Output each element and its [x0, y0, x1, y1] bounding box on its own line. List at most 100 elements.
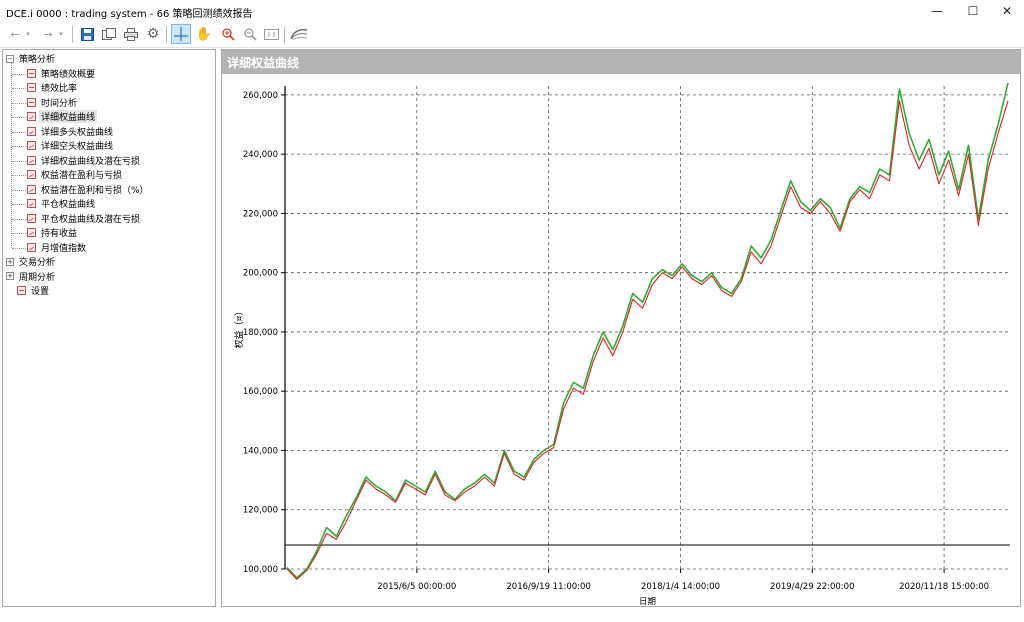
y-tick-label: 240,000 — [243, 150, 278, 160]
tree-item[interactable]: 平仓权益曲线及潜在亏损 — [27, 212, 142, 225]
tree-item[interactable]: 时间分析 — [27, 96, 79, 109]
tree-item[interactable]: 策略绩效概要 — [27, 67, 97, 80]
tree-group-1[interactable]: + 交易分析 — [6, 255, 57, 268]
tree-item[interactable]: 详细多头权益曲线 — [27, 125, 115, 138]
tree-connector — [12, 247, 26, 249]
tree-item-label: 设置 — [31, 287, 50, 297]
x-axis-label: 日期 — [639, 597, 656, 606]
x-tick-label: 2020/11/18 15:00:00 — [899, 582, 989, 592]
chart-page-icon — [27, 126, 36, 136]
tree-item-label: 月增值指数 — [41, 243, 87, 254]
toolbar-separator — [284, 26, 285, 43]
pan-hand-icon[interactable]: ✋ — [195, 26, 213, 42]
tree-connector — [12, 233, 26, 234]
report-page-icon — [27, 97, 36, 107]
fit-icon[interactable] — [261, 24, 281, 44]
window-title: DCE.i 0000 : trading system - 66 策略回测绩效报… — [6, 9, 253, 20]
tree-connector — [12, 117, 26, 118]
y-tick-label: 160,000 — [243, 387, 278, 397]
zoom-out-icon[interactable] — [240, 24, 260, 44]
tree-item-label: 权益潜在盈利与亏损 — [41, 171, 123, 181]
y-tick-label: 260,000 — [243, 91, 278, 101]
print-icon[interactable] — [121, 24, 141, 44]
zoom-in-icon[interactable] — [218, 24, 238, 44]
export-icon[interactable] — [99, 24, 119, 44]
toolbar: ← ▾ → ▾ ⚙ ✋ — [0, 22, 1024, 48]
save-icon[interactable] — [77, 24, 97, 44]
tree-item-label: 平仓权益曲线及潜在亏损 — [41, 214, 141, 225]
dropdown-icon[interactable]: ▾ — [26, 30, 30, 38]
settings-icon[interactable]: ⚙ — [146, 26, 160, 42]
tree-connector — [11, 63, 12, 248]
x-tick-label: 2018/1/4 14:00:00 — [641, 582, 720, 592]
settings-page-icon — [17, 286, 26, 295]
tree-item[interactable]: 权益潜在盈利与亏损 — [27, 168, 124, 181]
back-icon[interactable]: ← — [10, 27, 20, 41]
tree-item-label: 详细多头权益曲线 — [41, 127, 114, 138]
tree-connector — [12, 73, 26, 75]
toolbar-separator — [166, 26, 167, 43]
x-tick-label: 2015/6/5 00:00:00 — [377, 582, 456, 592]
tree-item-label: 持有收益 — [41, 229, 78, 239]
tree-group-2[interactable]: + 周期分析 — [6, 270, 57, 283]
navigation-tree[interactable]: − 策略分析策略绩效概要 绩效比率时间分析 详细权益曲线详细多头权益曲线 详细空头权益曲… — [2, 49, 216, 607]
tree-item-settings[interactable]: 设置 — [17, 284, 51, 297]
tree-item[interactable]: 详细空头权益曲线 — [27, 139, 115, 152]
tree-item-label: 详细权益曲线及潜在亏损 — [41, 156, 141, 167]
tree-item-label: 时间分析 — [41, 98, 78, 109]
y-tick-label: 100,000 — [243, 565, 278, 575]
minimize-button[interactable]: — — [931, 4, 943, 18]
tree-item[interactable]: 持有收益 — [27, 226, 79, 239]
tree-item-label: 策略绩效概要 — [41, 69, 96, 80]
y-tick-label: 120,000 — [243, 506, 278, 516]
chart-page-icon — [27, 242, 36, 252]
tree-item[interactable]: 详细权益曲线及潜在亏损 — [27, 154, 142, 167]
tree-group-label: 交易分析 — [19, 258, 56, 268]
chart-page-icon — [27, 184, 36, 194]
y-tick-label: 200,000 — [243, 269, 278, 279]
chart-page-icon — [27, 112, 36, 121]
tree-item-label: 详细空头权益曲线 — [41, 142, 114, 152]
tree-item-label: 权益潜在盈利和亏损（%） — [41, 185, 149, 196]
chart-page-icon — [27, 155, 36, 165]
close-button[interactable]: ✕ — [1001, 4, 1013, 18]
collapse-icon[interactable]: − — [6, 54, 14, 63]
equity-chart[interactable]: 100,000 120,000 140,000 160,000 180,000 200,0… — [222, 74, 1020, 606]
chart-page-icon — [27, 199, 36, 208]
y-tick-label: 220,000 — [243, 209, 278, 219]
tree-connector — [12, 189, 26, 191]
series-line-1 — [286, 100, 1009, 580]
crosshair-icon[interactable] — [171, 24, 191, 44]
tree-connector — [12, 88, 26, 89]
tree-item-label: 详细权益曲线 — [39, 110, 98, 123]
panel-title: 详细权益曲线 — [227, 56, 300, 70]
x-tick-label: 2019/4/29 22:00:00 — [770, 582, 854, 592]
expand-icon[interactable]: + — [6, 257, 14, 266]
logo-icon[interactable] — [289, 24, 309, 44]
tree-connector — [12, 218, 26, 220]
tree-connector — [12, 102, 26, 104]
y-tick-label: 180,000 — [243, 328, 278, 338]
forward-icon[interactable]: → — [43, 27, 53, 41]
tree-group-0[interactable]: − 策略分析 — [6, 52, 57, 65]
tree-item[interactable]: 平仓权益曲线 — [27, 197, 97, 210]
y-tick-label: 140,000 — [243, 446, 278, 456]
expand-icon[interactable]: + — [6, 272, 14, 280]
maximize-button[interactable]: ☐ — [967, 4, 979, 18]
dropdown-icon[interactable]: ▾ — [59, 30, 63, 38]
tree-connector — [12, 204, 26, 205]
tree-item[interactable]: 绩效比率 — [27, 81, 79, 94]
tree-group-label: 周期分析 — [19, 272, 56, 283]
tree-item[interactable]: 详细权益曲线 — [27, 110, 98, 123]
chart-panel: 详细权益曲线 100,000 120,000 140,000 160,000 180,0… — [221, 49, 1021, 607]
tree-item-label: 绩效比率 — [41, 84, 78, 94]
chart-page-icon — [27, 170, 36, 179]
tree-item[interactable]: 月增值指数 — [27, 241, 88, 254]
tree-item-label: 平仓权益曲线 — [41, 200, 96, 210]
tree-connector — [12, 131, 26, 133]
tree-group-label: 策略分析 — [19, 55, 56, 65]
tree-connector — [12, 146, 26, 147]
x-tick-label: 2016/9/19 11:00:00 — [506, 582, 590, 592]
tree-item[interactable]: 权益潜在盈利和亏损（%） — [27, 183, 151, 196]
report-page-icon — [27, 68, 36, 78]
